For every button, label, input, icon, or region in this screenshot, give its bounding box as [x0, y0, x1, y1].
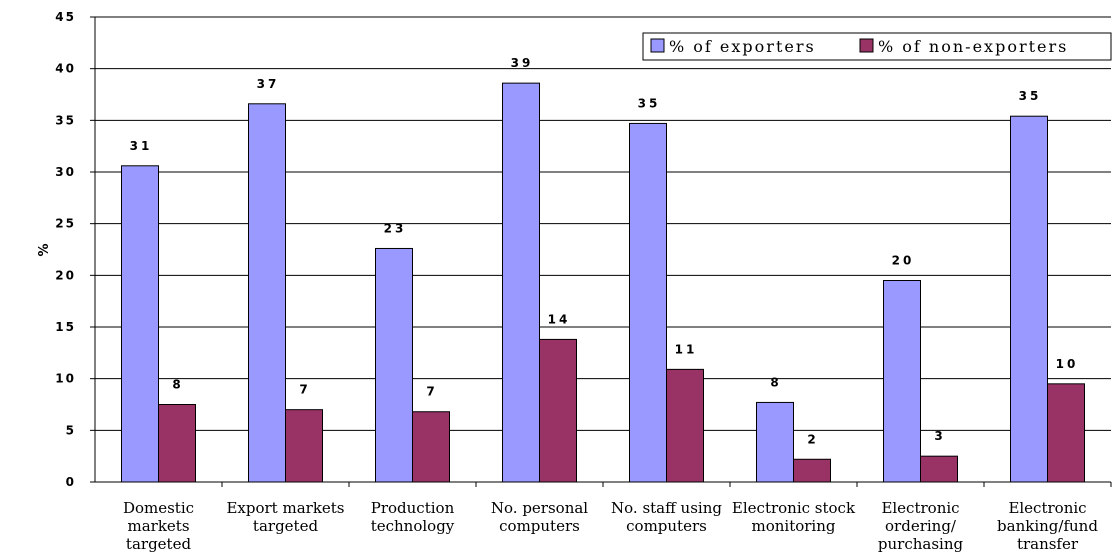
y-tick-label: 5 — [66, 423, 76, 437]
bar-exporters — [502, 82, 540, 483]
bar-exporters — [1010, 115, 1048, 483]
bars — [121, 82, 1085, 483]
data-label-non-exporters: 3 — [934, 429, 945, 443]
x-category-label: Electronic banking/fund transfer — [997, 499, 1098, 553]
bar-non-exporters — [285, 409, 323, 483]
data-labels: 31 8 37 7 23 7 39 14 35 11 8 2 20 3 35 10 — [130, 56, 1079, 446]
data-label-exporters: 23 — [384, 221, 407, 235]
data-label-non-exporters: 14 — [548, 312, 571, 326]
data-label-non-exporters: 10 — [1056, 357, 1079, 371]
x-category-label: Production technology — [371, 499, 455, 535]
bar-non-exporters — [412, 411, 450, 483]
bar-non-exporters — [158, 404, 196, 483]
bar-non-exporters — [793, 458, 831, 483]
data-label-exporters: 31 — [130, 139, 153, 153]
y-tick-label: 45 — [55, 10, 76, 24]
data-label-exporters: 37 — [257, 77, 280, 91]
y-tick-label: 0 — [66, 475, 76, 489]
data-label-non-exporters: 11 — [675, 342, 698, 356]
bar-non-exporters — [920, 455, 958, 483]
bar-non-exporters — [539, 338, 577, 483]
bar-non-exporters — [1047, 383, 1085, 483]
bar-exporters — [629, 122, 667, 483]
legend-label: % of non-exporters — [878, 37, 1068, 56]
data-label-exporters: 8 — [770, 375, 781, 389]
y-axis-label: % — [37, 243, 52, 256]
legend-swatch — [859, 38, 874, 53]
x-category-label: Domestic markets targeted — [123, 499, 194, 553]
data-label-exporters: 20 — [892, 254, 915, 268]
data-label-exporters: 35 — [638, 96, 661, 110]
legend-label: % of exporters — [669, 37, 816, 56]
legend-swatch — [650, 38, 665, 53]
x-category-label: Electronic stock monitoring — [732, 499, 856, 535]
bar-exporters — [375, 247, 413, 483]
bar-exporters — [756, 401, 794, 483]
data-label-non-exporters: 2 — [807, 432, 818, 446]
y-tick-label: 25 — [55, 217, 76, 231]
y-tick-label: 10 — [55, 372, 76, 386]
y-tick-label: 20 — [55, 268, 76, 282]
data-label-exporters: 39 — [511, 56, 534, 70]
y-tick-label: 30 — [55, 165, 76, 179]
gridlines — [95, 16, 1111, 431]
y-tick-label: 40 — [55, 62, 76, 76]
data-label-exporters: 35 — [1019, 89, 1042, 103]
data-label-non-exporters: 7 — [426, 385, 437, 399]
x-category-label: No. personal computers — [491, 499, 588, 535]
data-label-non-exporters: 8 — [172, 378, 183, 392]
bar-exporters — [883, 280, 921, 483]
bar-exporters — [121, 165, 159, 483]
legend: % of exporters % of non-exporters — [642, 32, 1112, 61]
data-label-non-exporters: 7 — [299, 383, 310, 397]
legend-box — [642, 32, 1112, 61]
y-tick-label: 35 — [55, 113, 76, 127]
x-category-label: No. staff using computers — [611, 499, 722, 535]
x-category-label: Electronic ordering/purchasing — [878, 499, 964, 553]
y-tick-label: 15 — [55, 320, 76, 334]
bar-exporters — [248, 103, 286, 483]
bar-non-exporters — [666, 368, 704, 483]
category-labels: Domestic markets targeted Export markets tar… — [123, 482, 1112, 553]
x-category-label: Export markets targeted — [226, 499, 344, 535]
y-axis-ticks: 0 5 10 15 20 25 30 35 40 45 — [55, 10, 95, 489]
